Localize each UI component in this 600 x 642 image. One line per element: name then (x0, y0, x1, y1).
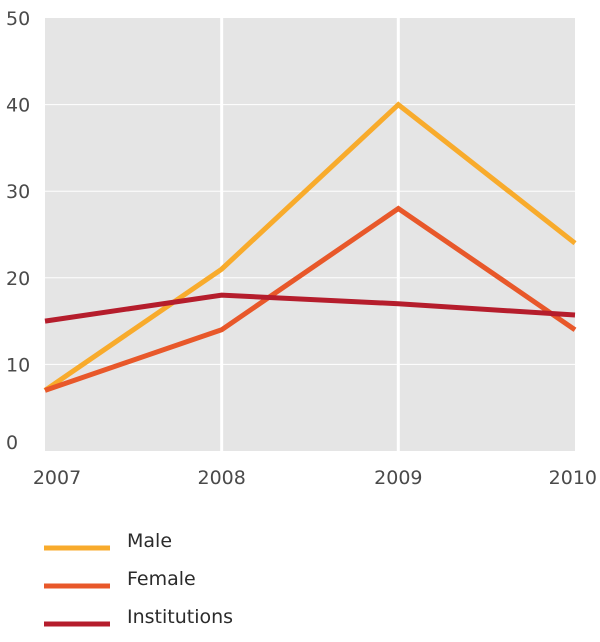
legend: Male Female Institutions (44, 530, 233, 628)
y-tick-label: 0 (6, 432, 18, 454)
y-tick-label: 40 (6, 95, 30, 117)
legend-label-institutions: Institutions (127, 606, 233, 628)
x-tick-label: 2007 (33, 467, 81, 489)
legend-label-female: Female (127, 568, 196, 590)
y-axis-tick-labels: 0 10 20 30 40 50 (6, 8, 30, 454)
y-tick-label: 10 (6, 354, 30, 376)
plot-background (45, 18, 575, 451)
y-tick-label: 50 (6, 8, 30, 30)
y-tick-label: 30 (6, 181, 30, 203)
y-tick-label: 20 (6, 268, 30, 290)
x-tick-label: 2009 (374, 467, 422, 489)
x-tick-label: 2008 (197, 467, 245, 489)
legend-label-male: Male (127, 530, 172, 552)
x-axis-tick-labels: 2007 2008 2009 2010 (33, 467, 597, 489)
x-tick-label: 2010 (549, 467, 597, 489)
